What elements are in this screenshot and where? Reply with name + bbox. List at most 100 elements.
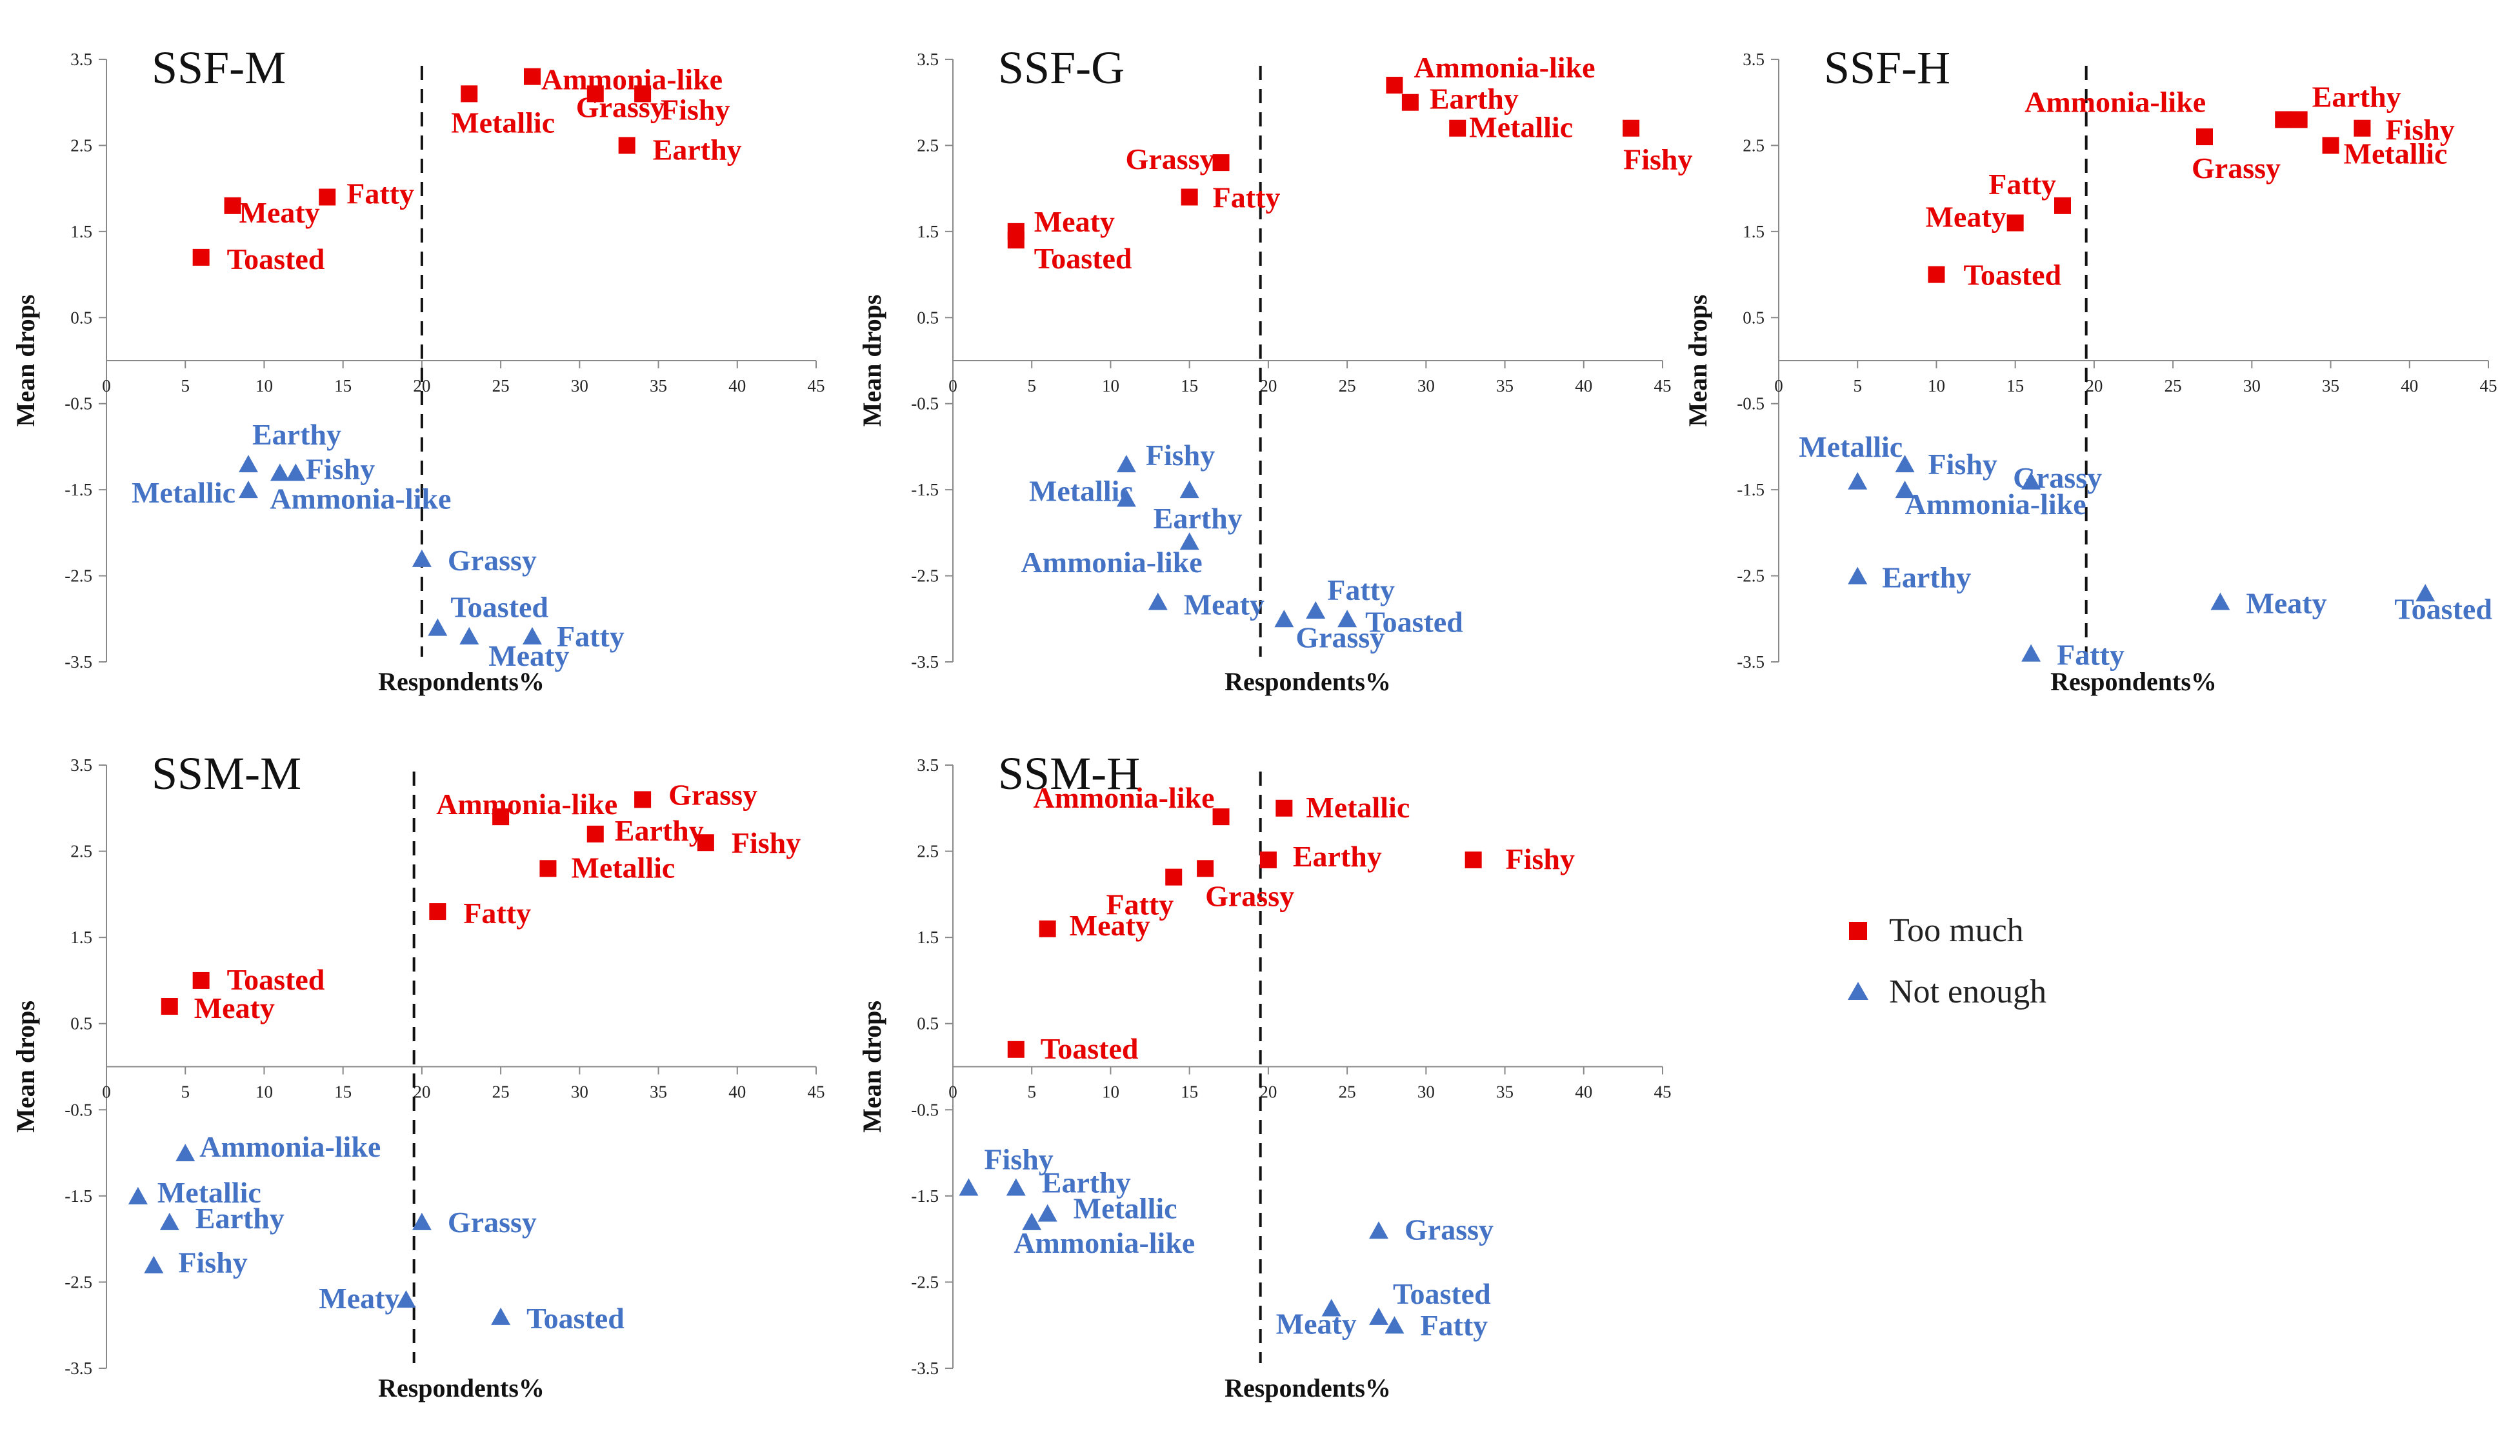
x-axis-label: Respondents% xyxy=(1225,1373,1391,1402)
point-label-fishy: Fishy xyxy=(2385,114,2454,146)
not-enough-point-meaty xyxy=(396,1290,416,1308)
too-much-point-grassy xyxy=(1212,154,1230,172)
x-tick-label: 45 xyxy=(1654,1082,1672,1102)
y-tick-label: 2.5 xyxy=(70,135,92,155)
too-much-point-earthy xyxy=(618,137,635,154)
point-label-earthy: Earthy xyxy=(1293,840,1382,873)
point-label-fatty: Fatty xyxy=(557,620,625,653)
y-tick-label: -2.5 xyxy=(65,1272,92,1291)
x-tick-label: 30 xyxy=(1417,1082,1435,1102)
point-label-grassy: Grassy xyxy=(1205,879,1294,912)
x-tick-label: 20 xyxy=(413,1082,430,1102)
too-much-point-meaty xyxy=(2006,214,2024,232)
not-enough-point-toasted xyxy=(1337,610,1357,628)
too-much-point-fishy xyxy=(2354,119,2371,137)
not-enough-point-meaty xyxy=(1321,1299,1341,1317)
not-enough-point-toasted xyxy=(428,618,448,636)
x-tick-label: 10 xyxy=(255,1082,273,1102)
point-label-toasted: Toasted xyxy=(2394,592,2492,625)
panel-title: SSF-H xyxy=(1824,42,1950,94)
not-enough-point-earthy xyxy=(1179,481,1199,499)
point-label-ammonia-like: Ammonia-like xyxy=(1014,1226,1195,1259)
not-enough-point-toasted xyxy=(491,1307,511,1325)
point-label-fatty: Fatty xyxy=(1106,888,1174,921)
not-enough-point-grassy xyxy=(1274,610,1294,628)
too-much-point-earthy xyxy=(586,825,604,843)
point-label-metallic: Metallic xyxy=(1306,791,1410,824)
y-tick-label: -0.5 xyxy=(911,1100,939,1119)
too-much-point-metallic xyxy=(461,85,478,103)
too-much-point-fatty xyxy=(429,903,446,921)
too-much-point-fatty xyxy=(2054,197,2071,214)
x-tick-label: 10 xyxy=(1102,1082,1119,1102)
point-label-ammonia-like: Ammonia-like xyxy=(1021,546,1203,579)
x-tick-label: 25 xyxy=(2165,376,2182,395)
not-enough-point-fatty xyxy=(2021,644,2041,662)
point-label-ammonia-like: Ammonia-like xyxy=(199,1130,381,1163)
point-label-grassy: Grassy xyxy=(2192,152,2281,184)
too-much-point-toasted xyxy=(192,972,210,989)
y-tick-label: 1.5 xyxy=(917,928,939,947)
point-label-grassy: Grassy xyxy=(2013,461,2102,494)
not-enough-point-toasted xyxy=(1369,1307,1388,1325)
y-tick-label: -1.5 xyxy=(65,480,92,499)
point-label-grassy: Grassy xyxy=(576,90,665,123)
point-label-fishy: Fishy xyxy=(306,452,375,485)
not-enough-point-earthy xyxy=(159,1212,179,1230)
x-tick-label: 0 xyxy=(948,376,957,395)
point-label-grassy: Grassy xyxy=(448,1206,537,1239)
point-label-meaty: Meaty xyxy=(1184,588,1265,621)
not-enough-point-fishy xyxy=(1116,455,1136,473)
y-axis-label: Mean drops xyxy=(857,295,886,427)
too-much-point-toasted xyxy=(192,248,210,266)
too-much-point-toasted xyxy=(1928,266,1945,283)
too-much-point-toasted xyxy=(1007,1041,1025,1058)
y-tick-label: -3.5 xyxy=(65,652,92,672)
not-enough-point-metallic xyxy=(128,1186,148,1204)
point-label-earthy: Earthy xyxy=(2312,80,2401,113)
x-tick-label: 40 xyxy=(2401,376,2418,395)
point-label-meaty: Meaty xyxy=(194,992,275,1024)
not-enough-point-grassy xyxy=(412,549,432,567)
too-much-point-metallic xyxy=(2322,137,2339,154)
point-label-metallic: Metallic xyxy=(1029,474,1133,507)
y-tick-label: -2.5 xyxy=(911,566,939,586)
legend-item-not-enough: Not enough xyxy=(1845,961,2046,1022)
y-tick-label: -0.5 xyxy=(65,1100,92,1119)
not-enough-point-metallic xyxy=(239,481,258,499)
point-label-toasted: Toasted xyxy=(450,591,548,624)
not-enough-point-ammonia-like xyxy=(1179,532,1199,550)
x-tick-label: 30 xyxy=(1417,376,1435,395)
not-enough-point-meaty xyxy=(2210,592,2230,610)
not-enough-point-earthy xyxy=(1848,566,1868,584)
y-tick-label: 1.5 xyxy=(1743,222,1765,241)
point-label-grassy: Grassy xyxy=(1126,143,1215,175)
point-label-toasted: Toasted xyxy=(1041,1032,1139,1065)
x-tick-label: 30 xyxy=(571,376,588,395)
too-much-point-earthy xyxy=(1401,94,1419,111)
y-tick-label: 2.5 xyxy=(917,842,939,861)
point-label-toasted: Toasted xyxy=(227,243,325,275)
point-label-fatty: Fatty xyxy=(346,177,414,210)
x-tick-label: 5 xyxy=(1853,376,1862,395)
too-much-point-meaty xyxy=(1039,920,1056,937)
point-label-metallic: Metallic xyxy=(1469,111,1573,144)
point-label-toasted: Toasted xyxy=(1365,605,1463,638)
x-tick-label: 20 xyxy=(1259,376,1277,395)
point-label-metallic: Metallic xyxy=(571,851,675,884)
y-tick-label: 0.5 xyxy=(917,308,939,327)
too-much-point-toasted xyxy=(1007,232,1025,249)
panel-title: SSM-M xyxy=(152,748,301,799)
x-tick-label: 35 xyxy=(2322,376,2339,395)
too-much-point-fishy xyxy=(697,834,714,852)
x-tick-label: 30 xyxy=(571,1082,588,1102)
point-label-meaty: Meaty xyxy=(2246,587,2326,620)
x-tick-label: 15 xyxy=(334,1082,352,1102)
y-tick-label: -3.5 xyxy=(65,1359,92,1378)
x-tick-label: 0 xyxy=(102,376,111,395)
y-tick-label: 2.5 xyxy=(1743,135,1765,155)
x-axis-label: Respondents% xyxy=(378,667,545,696)
point-label-fishy: Fishy xyxy=(661,93,730,126)
panel-ssm-m: 3.5 2.5 1.5 0.5 -0.5 -1.5 -2.5 -3.5 0 5 10 15 20 25 30… xyxy=(11,748,825,1402)
